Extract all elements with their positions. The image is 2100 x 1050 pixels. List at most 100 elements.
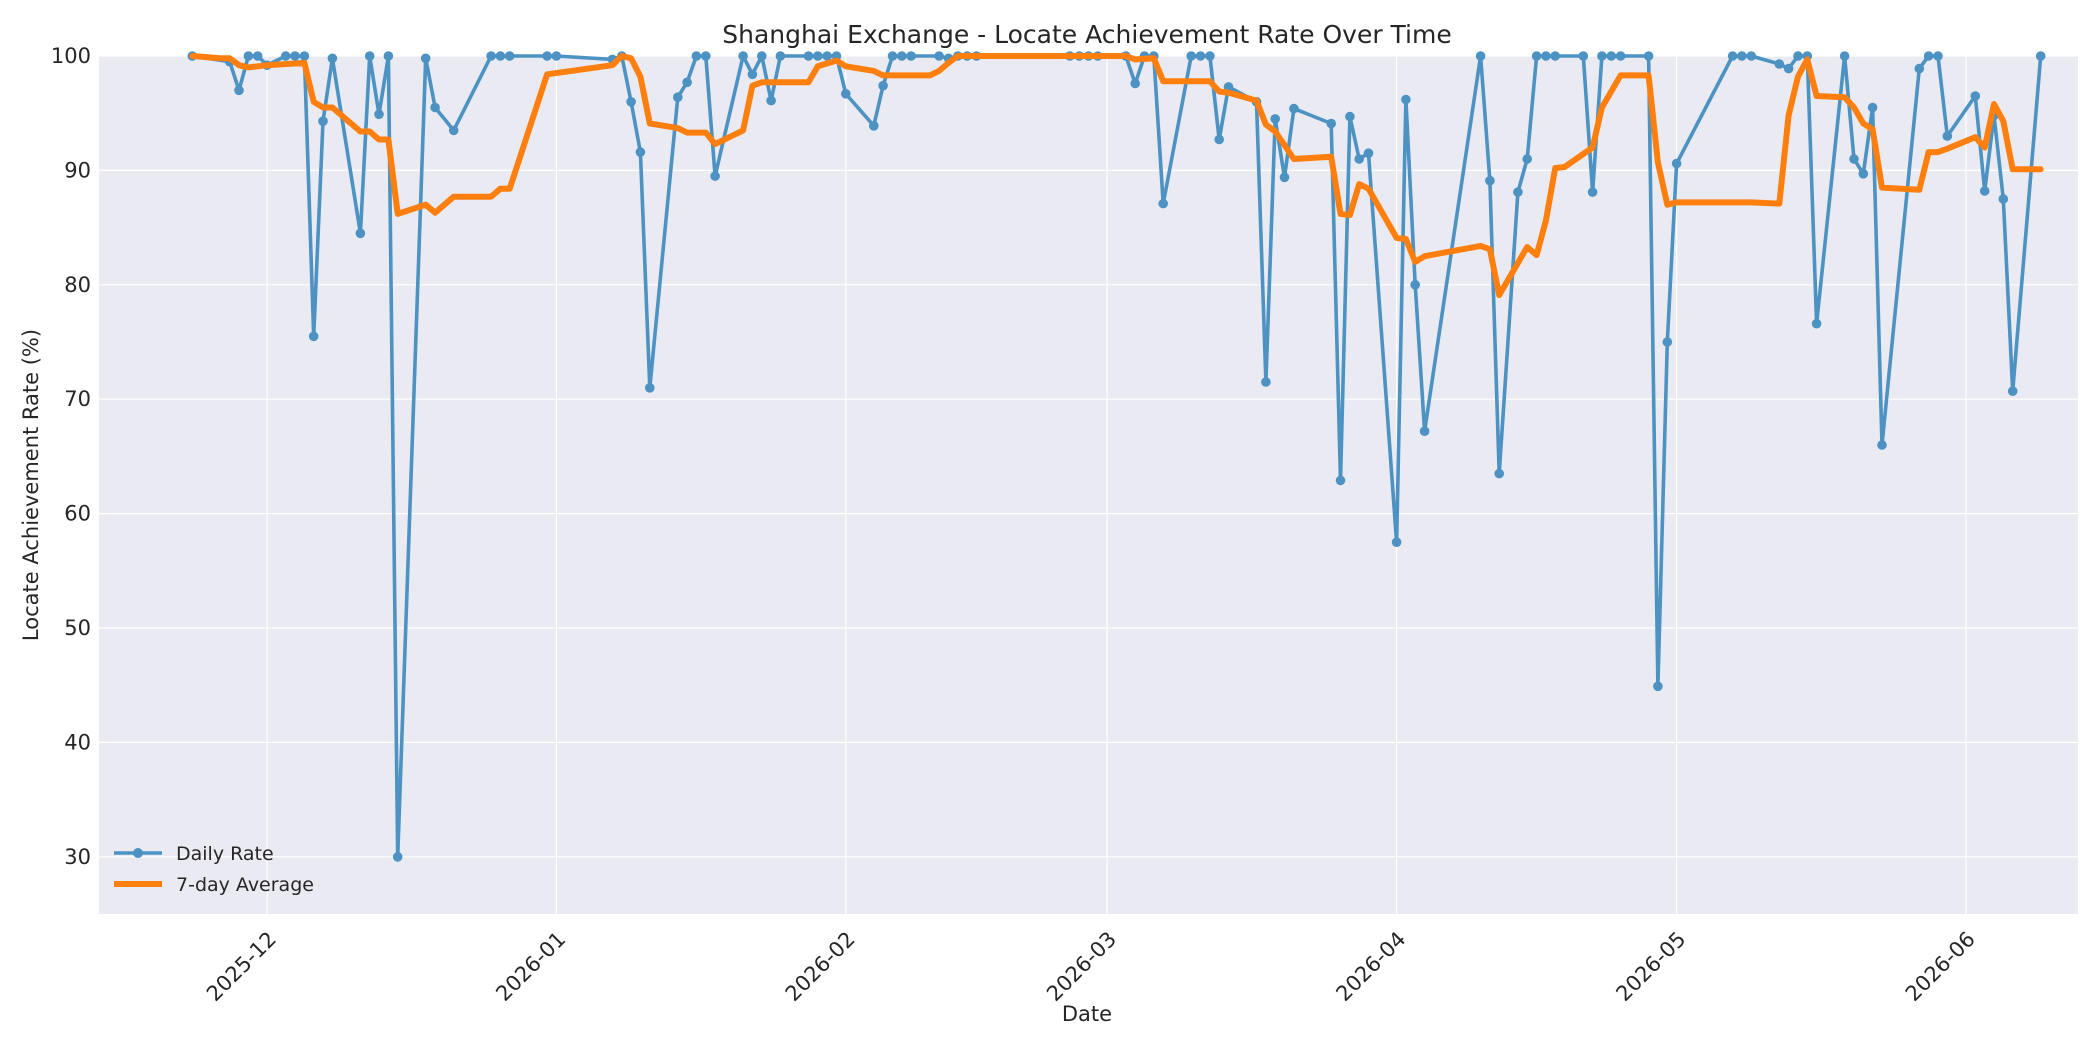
y-tick-label: 50	[64, 616, 91, 640]
daily-rate-point	[1615, 51, 1626, 61]
daily-rate-point	[280, 51, 291, 61]
daily-rate-point	[355, 228, 366, 239]
daily-rate-point	[1214, 134, 1224, 145]
daily-rate-point	[1391, 537, 1402, 547]
daily-rate-point	[486, 51, 496, 61]
daily-rate-point	[542, 51, 552, 61]
daily-rate-point	[1737, 51, 1747, 61]
daily-rate-point	[504, 51, 515, 61]
daily-rate-point	[1998, 194, 2009, 204]
daily-rate-point	[2007, 386, 2018, 397]
daily-rate-point	[803, 51, 814, 61]
daily-rate-point	[327, 53, 338, 64]
daily-rate-point	[1522, 154, 1532, 164]
daily-rate-point	[701, 51, 711, 61]
daily-rate-point	[673, 92, 683, 102]
daily-rate-point	[1727, 51, 1738, 61]
daily-rate-point	[1793, 51, 1803, 61]
y-tick-label: 70	[64, 387, 91, 411]
daily-rate-point	[1914, 63, 1925, 74]
daily-rate-point	[234, 85, 244, 96]
daily-rate-point	[1345, 111, 1355, 122]
daily-rate-point	[869, 121, 879, 131]
legend-daily-rate-marker	[133, 848, 143, 858]
daily-rate-point	[1858, 169, 1869, 179]
daily-rate-point	[878, 80, 888, 91]
daily-rate-point	[392, 852, 403, 862]
daily-rate-point	[1597, 51, 1607, 61]
y-tick-label: 40	[64, 730, 91, 754]
daily-rate-point	[1979, 186, 1990, 196]
daily-rate-point	[1130, 78, 1140, 89]
legend-daily-rate-label: Daily Rate	[176, 843, 274, 865]
daily-rate-point	[420, 53, 431, 64]
daily-rate-point	[813, 51, 823, 61]
daily-rate-point	[1671, 158, 1682, 169]
daily-rate-point	[645, 383, 655, 393]
daily-rate-point	[1783, 63, 1794, 74]
daily-rate-point	[1933, 51, 1943, 61]
daily-rate-point	[1970, 91, 1981, 101]
y-tick-label: 100	[51, 44, 91, 68]
daily-rate-point	[1653, 681, 1663, 692]
daily-rate-point	[1774, 59, 1785, 69]
daily-rate-point	[1485, 175, 1495, 186]
daily-rate-point	[1289, 103, 1299, 114]
daily-rate-point	[1587, 187, 1598, 197]
daily-rate-point	[691, 51, 702, 61]
plot-area	[99, 56, 2078, 914]
daily-rate-point	[1158, 198, 1168, 209]
daily-rate-point	[1867, 102, 1878, 113]
daily-rate-point	[448, 125, 459, 136]
daily-rate-point	[710, 171, 720, 181]
daily-rate-point	[1849, 154, 1859, 164]
daily-rate-point	[1541, 51, 1551, 61]
daily-rate-point	[1261, 377, 1271, 387]
y-tick-label: 60	[64, 502, 91, 526]
daily-rate-point	[318, 116, 328, 126]
daily-rate-point	[308, 331, 319, 342]
daily-rate-point	[1410, 280, 1420, 290]
daily-rate-point	[2035, 51, 2046, 61]
y-tick-label: 80	[64, 273, 91, 297]
y-axis-title: Locate Achievement Rate (%)	[19, 329, 43, 641]
legend: Daily Rate 7-day Average	[114, 843, 314, 896]
daily-rate-point	[682, 77, 692, 88]
daily-rate-point	[775, 51, 786, 61]
daily-rate-point	[1839, 51, 1850, 61]
daily-rate-point	[299, 51, 310, 61]
daily-rate-point	[495, 51, 506, 61]
daily-rate-point	[1354, 154, 1364, 164]
daily-rate-point	[1746, 51, 1757, 61]
y-tick-label: 30	[64, 845, 91, 869]
y-axis-ticks: 30 40 50 60 70 80 90 100	[51, 44, 91, 869]
daily-rate-point	[1335, 475, 1346, 486]
daily-rate-point	[822, 51, 832, 61]
daily-rate-point	[841, 89, 851, 99]
daily-rate-point	[887, 51, 898, 61]
series-layer	[187, 51, 2046, 862]
daily-rate-point	[906, 51, 916, 61]
daily-rate-point	[1279, 172, 1290, 183]
daily-rate-point	[243, 51, 254, 61]
daily-rate-point	[1643, 51, 1654, 61]
daily-rate-point	[1877, 440, 1887, 450]
daily-rate-point	[1662, 337, 1673, 347]
daily-rate-point	[1578, 51, 1589, 61]
daily-rate-point	[1923, 51, 1934, 61]
seven-day-average-line	[189, 53, 2044, 299]
daily-rate-point	[757, 51, 767, 61]
daily-rate-point	[635, 147, 646, 157]
daily-rate-point	[1494, 468, 1504, 479]
daily-rate-point	[1270, 114, 1280, 124]
daily-rate-point	[1942, 131, 1953, 141]
daily-rate-point	[1513, 187, 1523, 197]
daily-rate-point	[1205, 51, 1215, 61]
chart-title: Shanghai Exchange - Locate Achievement R…	[722, 20, 1451, 49]
daily-rate-point	[1195, 51, 1206, 61]
daily-rate-point	[1550, 51, 1560, 61]
daily-rate-point	[383, 51, 394, 61]
daily-rate-point	[1811, 318, 1822, 329]
daily-rate-point	[252, 51, 263, 61]
